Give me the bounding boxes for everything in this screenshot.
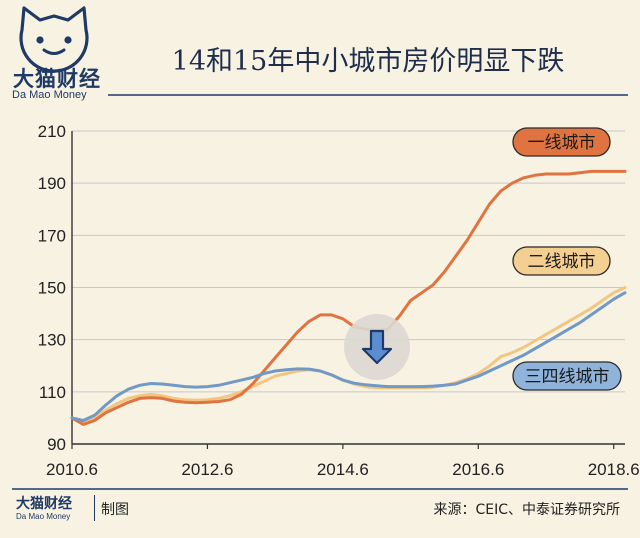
- y-tick-label: 110: [39, 383, 66, 402]
- y-tick-label: 210: [38, 122, 66, 141]
- footer-source: 来源：CEIC、中泰证券研究所: [433, 502, 620, 518]
- y-tick-label: 170: [38, 226, 66, 245]
- series-lines: [70, 169, 627, 426]
- x-tick-label: 2014.6: [317, 460, 369, 479]
- series-label: 二线城市: [528, 252, 596, 272]
- y-axis: 90 110 130 150 170 190 210: [38, 122, 73, 454]
- series-label-pill: [512, 361, 622, 391]
- footer-brand: 大猫财经: [16, 496, 72, 512]
- chart-title: 14和15年中小城市房价明显下跌: [171, 45, 565, 77]
- footer-tag: 制图: [101, 502, 129, 518]
- x-tick-label: 2010.6: [46, 460, 98, 479]
- series-label-pill: [512, 246, 611, 276]
- x-tick-label: 2018.6: [588, 460, 640, 479]
- series-label: 一线城市: [528, 133, 596, 153]
- x-tick-label: 2016.6: [452, 460, 504, 479]
- y-tick-label: 150: [38, 279, 66, 298]
- y-tick-label: 90: [47, 435, 66, 454]
- down-arrow-icon: [361, 329, 393, 365]
- brand-name: 大猫财经: [13, 67, 101, 91]
- y-tick-label: 130: [38, 331, 66, 350]
- brand-name-en: Da Mao Money: [12, 89, 87, 101]
- x-axis: 2010.6 2012.6 2014.6 2016.6 2018.6: [46, 443, 640, 479]
- footer-divider: [94, 495, 95, 521]
- cat-face-logo-icon: [19, 6, 89, 73]
- series-label-pill: [512, 127, 611, 157]
- series-line: [70, 169, 627, 426]
- y-tick-label: 190: [38, 174, 66, 193]
- footer-brand-en: Da Mao Money: [16, 512, 71, 521]
- series-label: 三四线城市: [525, 367, 610, 387]
- series-line: [70, 291, 627, 422]
- x-tick-label: 2012.6: [181, 460, 233, 479]
- down-arrow-callout: [344, 314, 410, 380]
